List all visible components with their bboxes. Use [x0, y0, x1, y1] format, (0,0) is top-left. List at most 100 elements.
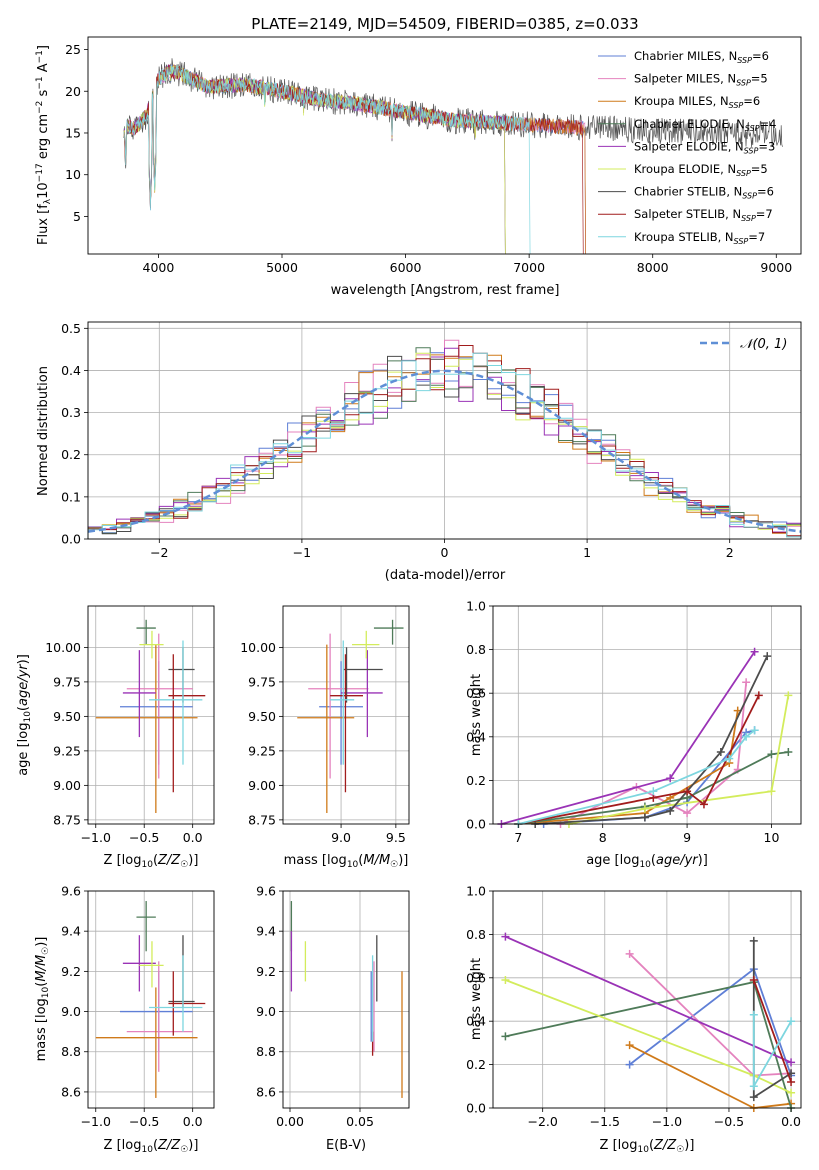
mass-vs-z-panel: −1.0 −0.5 0.0 8.6 8.8 9.0 9.2 9.4 9.6 Z [log10(Z… [34, 884, 215, 1155]
y-tick-label: 9.2 [256, 964, 276, 979]
weight-point-marker [640, 813, 649, 822]
weight-point-marker [501, 975, 510, 984]
x-tick-label: −0.5 [129, 830, 159, 845]
weight-point-marker [501, 1032, 510, 1041]
residuals-plot-area [87, 339, 802, 539]
weight-vs-age-plot-area [497, 647, 793, 828]
weight-point-marker [749, 1010, 758, 1019]
weight-point-marker [683, 809, 692, 818]
age-vs-mass-grid [283, 606, 409, 824]
weight-series-line [568, 695, 790, 825]
weight-vs-z-axes-frame [492, 890, 802, 1109]
residuals-ticks: −2 −1 0 1 2 0.0 0.1 0.2 0.3 0.4 0.5 [61, 321, 734, 560]
weight-vs-age-xlabel: age [log10(age/yr)] [586, 853, 708, 870]
weight-point-marker [501, 932, 510, 941]
weight-vs-age-grid [493, 605, 801, 825]
legend-label: Chabrier ELODIE, NSSP=4 [634, 117, 776, 133]
weight-point-marker [749, 1093, 758, 1102]
y-tick-label: 9.00 [248, 778, 276, 793]
x-tick-label: 7 [514, 830, 522, 845]
weight-point-marker [725, 754, 734, 763]
mass-vs-ebv-ticks: 0.00 0.05 8.6 8.8 9.0 9.2 9.4 9.6 [256, 884, 374, 1130]
x-tick-label: −2 [150, 545, 168, 560]
age-vs-mass-xlabel: mass [log10(M/M☉)] [284, 853, 409, 870]
mass-vs-z-plot-area [95, 901, 206, 1098]
age-vs-z-ticks: −1.0 −0.5 0.0 8.75 9.00 9.25 9.50 9.75 10.00 [45, 640, 202, 845]
age-vs-mass-axes-frame [282, 605, 410, 825]
normal-curve-legend-label: 𝒩(0, 1) [740, 337, 787, 352]
weight-vs-age-panel: 7 8 9 10 0.0 0.2 0.4 0.6 0.8 1.0 age [log10(age/y… [466, 599, 802, 870]
y-tick-label: 8.8 [256, 1044, 276, 1059]
y-tick-label: 5 [73, 209, 81, 224]
weight-point-marker [787, 1077, 796, 1086]
age-vs-z-plot-area [95, 619, 206, 813]
weight-point-marker [763, 652, 772, 661]
weight-point-marker [767, 750, 776, 759]
y-tick-label: 0.2 [466, 773, 486, 788]
y-tick-label: 25 [65, 42, 81, 57]
y-tick-label: 0.0 [466, 1101, 486, 1116]
weight-series-line [752, 979, 792, 1083]
age-vs-z-xlabel: Z [log10(Z/Z☉)] [104, 853, 199, 870]
x-tick-label: 10 [764, 830, 780, 845]
weight-point-marker [649, 787, 658, 796]
residuals-panel: −2 −1 0 1 2 0.0 0.1 0.2 0.3 0.4 0.5 (data-model)/e… [36, 321, 802, 583]
y-tick-label: 0.2 [466, 1057, 486, 1072]
x-tick-label: −1.0 [81, 830, 111, 845]
weight-series-line [505, 935, 792, 1064]
weight-point-marker [625, 1060, 634, 1069]
weight-vs-z-ylabel: mass weight [469, 958, 484, 1040]
mass-vs-z-grid [88, 890, 214, 1108]
x-tick-label: 7000 [513, 260, 545, 275]
y-tick-label: 9.25 [248, 743, 276, 758]
weight-series-line [505, 981, 792, 1109]
y-tick-label: 0.8 [466, 642, 486, 657]
age-vs-mass-ticks: 9.0 9.5 8.75 9.00 9.25 9.50 9.75 10.00 [240, 640, 406, 845]
weight-series-line [505, 979, 792, 1094]
x-tick-label: 2 [726, 545, 734, 560]
weight-point-marker [640, 804, 649, 813]
y-tick-label: 10.00 [240, 640, 276, 655]
weight-point-marker [749, 1082, 758, 1091]
y-tick-label: 0.0 [61, 532, 81, 547]
spectrum-series-line [123, 64, 506, 254]
mass-vs-ebv-panel: 0.00 0.05 8.6 8.8 9.0 9.2 9.4 9.6 E(B-V) [256, 884, 410, 1153]
mass-vs-z-axes-frame [87, 890, 215, 1109]
weight-point-marker [787, 1088, 796, 1097]
spectrum-xlabel: wavelength [Angstrom, rest frame] [331, 283, 560, 298]
weight-series-line [629, 1044, 792, 1109]
weight-vs-age-ylabel: mass weight [469, 674, 484, 756]
y-tick-label: 8.75 [53, 812, 81, 827]
y-tick-label: 0.4 [466, 1014, 486, 1029]
mass-vs-ebv-grid [283, 890, 409, 1108]
x-tick-label: 1 [583, 545, 591, 560]
residual-histogram-step [87, 345, 801, 539]
y-tick-label: 9.50 [53, 709, 81, 724]
y-tick-label: 10 [65, 167, 81, 182]
mass-vs-ebv-xlabel: E(B-V) [326, 1138, 366, 1153]
y-tick-label: 0.2 [61, 447, 81, 462]
weight-point-marker [742, 678, 751, 687]
spectrum-lines [123, 58, 783, 254]
legend-label: Chabrier STELIB, NSSP=6 [634, 185, 774, 201]
y-tick-label: 0.4 [466, 729, 486, 744]
x-tick-label: −0.5 [714, 1114, 744, 1129]
x-tick-label: −2.0 [527, 1114, 557, 1129]
normal-curve [87, 369, 802, 533]
weight-vs-age-ticks: 7 8 9 10 0.0 0.2 0.4 0.6 0.8 1.0 [466, 599, 779, 846]
age-vs-mass-plot-area [297, 619, 404, 813]
weight-point-marker [787, 1017, 796, 1026]
x-tick-label: 9000 [760, 260, 792, 275]
residuals-legend: 𝒩(0, 1) [700, 337, 787, 352]
weight-vs-z-plot-area [501, 932, 796, 1112]
x-tick-label: −0.5 [129, 1114, 159, 1129]
y-tick-label: 0.4 [61, 363, 81, 378]
x-tick-label: 9.0 [331, 830, 351, 845]
residuals-xlabel: (data-model)/error [385, 568, 506, 583]
weight-point-marker [749, 975, 758, 984]
weight-point-marker [666, 774, 675, 783]
y-tick-label: 8.6 [61, 1084, 81, 1099]
legend-label: Kroupa STELIB, NSSP=7 [634, 230, 765, 246]
weight-series-line [752, 1014, 792, 1090]
